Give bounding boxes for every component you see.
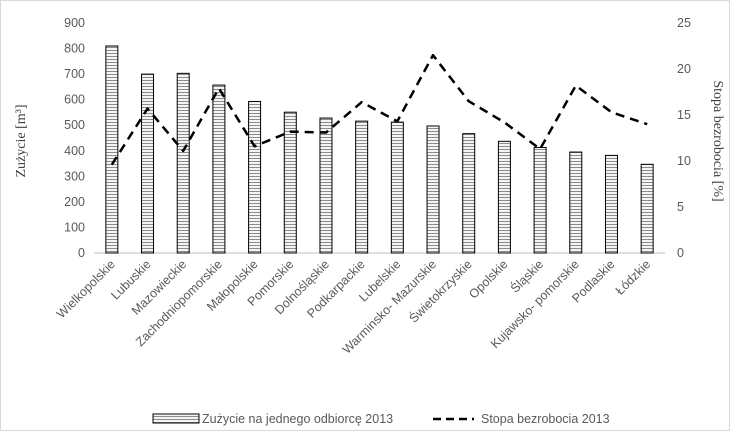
category-label: Opolskie	[466, 257, 510, 301]
bar	[390, 121, 404, 254]
y-tick-label: 0	[78, 246, 85, 260]
y2-tick-label: 10	[677, 154, 691, 168]
y-tick-label: 300	[64, 169, 85, 183]
bar	[426, 125, 440, 254]
bar	[248, 100, 262, 254]
y-tick-label: 800	[64, 42, 85, 56]
legend-bar-label: Zużycie na jednego odbiorcę 2013	[202, 412, 393, 426]
y-tick-label: 500	[64, 118, 85, 132]
bar	[212, 84, 226, 254]
y-tick-label: 100	[64, 220, 85, 234]
y-tick-label: 200	[64, 195, 85, 209]
legend: Zużycie na jednego odbiorcę 2013 Stopa b…	[152, 412, 610, 426]
legend-line-label: Stopa bezrobocia 2013	[481, 412, 610, 426]
category-label: Świetokrzyskie	[406, 256, 475, 325]
bar	[355, 120, 369, 254]
legend-bar-swatch	[152, 413, 200, 424]
y-tick-label: 400	[64, 144, 85, 158]
y2-tick-label: 20	[677, 62, 691, 76]
bar	[319, 117, 333, 254]
y2-tick-label: 25	[677, 16, 691, 30]
bar	[176, 72, 190, 254]
bar	[141, 73, 155, 254]
y-tick-label: 700	[64, 67, 85, 81]
bar	[283, 111, 297, 254]
tick-labels: 0 100 200 300 400 500 600 700 800 900 0 5 10 15 20 25	[64, 16, 691, 260]
bar	[604, 154, 618, 254]
bar	[105, 45, 119, 254]
bar	[569, 151, 583, 254]
y2-tick-label: 5	[677, 200, 684, 214]
y-tick-label: 600	[64, 93, 85, 107]
y2-tick-label: 15	[677, 108, 691, 122]
y2-tick-label: 0	[677, 246, 684, 260]
y2-axis-title: Stopa bezrobocia [%]	[710, 80, 725, 201]
category-label: Łódzkie	[613, 257, 653, 297]
category-label: Wielkopolskie	[54, 257, 118, 321]
line-series	[110, 53, 648, 166]
unemployment-line	[110, 53, 648, 166]
y-tick-label: 900	[64, 16, 85, 30]
category-labels: WielkopolskieLubuskieMazowieckieZachodni…	[54, 256, 653, 356]
bar	[640, 163, 654, 254]
bars	[105, 45, 654, 254]
bar	[462, 133, 476, 254]
y-axis-title: Zużycie [m³]	[14, 105, 29, 178]
bar	[497, 140, 511, 254]
bar	[533, 146, 547, 254]
